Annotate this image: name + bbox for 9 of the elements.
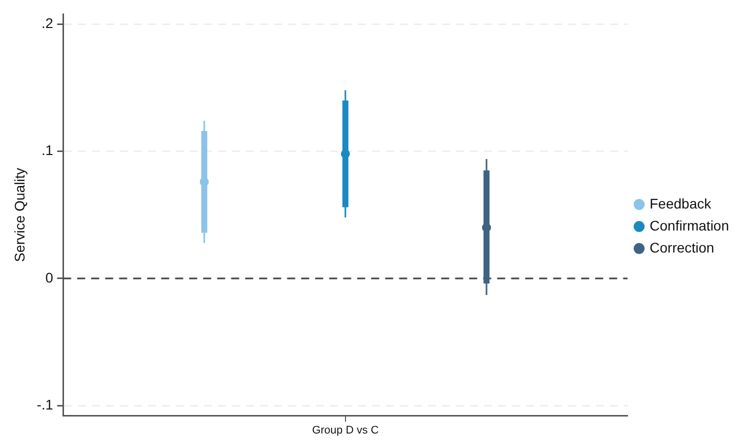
- legend-label: Correction: [650, 239, 714, 256]
- legend-label: Confirmation: [650, 217, 730, 234]
- y-tick-label: 0: [45, 269, 54, 286]
- y-tick-label: .2: [41, 15, 54, 32]
- y-axis-title: Service Quality: [11, 168, 28, 262]
- x-tick-label: Group D vs C: [312, 424, 379, 436]
- legend-label: Feedback: [650, 195, 712, 212]
- y-tick-label: .1: [41, 142, 54, 158]
- y-tick-label: -.1: [36, 396, 54, 412]
